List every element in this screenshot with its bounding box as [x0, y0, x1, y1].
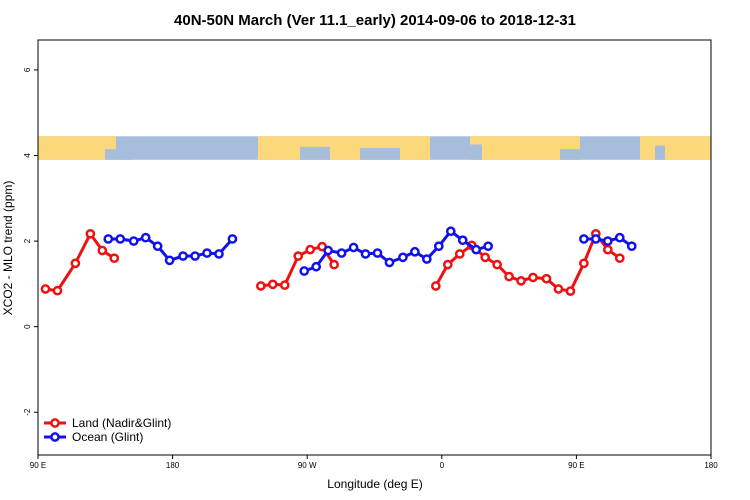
- data-point: [140, 232, 151, 243]
- map-land-1: [258, 136, 430, 160]
- data-point: [565, 286, 576, 296]
- data-point: [579, 234, 589, 244]
- y-tick-label: -2: [23, 408, 32, 416]
- data-point: [279, 280, 290, 290]
- data-point: [384, 257, 395, 268]
- x-tick-label: 90 E: [568, 461, 584, 470]
- x-tick-label: 0: [440, 461, 445, 470]
- data-point: [128, 236, 139, 246]
- data-point: [590, 234, 601, 244]
- data-point: [504, 271, 514, 282]
- data-point: [471, 244, 482, 255]
- legend-marker: [50, 418, 60, 428]
- data-point: [164, 255, 175, 266]
- data-point: [553, 284, 564, 294]
- legend-label: Land (Nadir&Glint): [72, 416, 171, 430]
- data-point: [336, 248, 347, 258]
- map-ocean-patch-1: [118, 143, 132, 160]
- data-point: [305, 244, 316, 255]
- y-axis-label: XCO2 - MLO trend (ppm): [1, 181, 15, 316]
- series-layer: [40, 226, 637, 296]
- data-point: [480, 252, 491, 263]
- data-point: [202, 248, 212, 258]
- data-point: [227, 234, 238, 244]
- data-point: [299, 266, 310, 276]
- series-1: [103, 226, 637, 276]
- data-point: [329, 259, 339, 270]
- map-land-2: [470, 136, 580, 160]
- series-0: [40, 228, 625, 296]
- data-point: [293, 251, 304, 261]
- data-point: [348, 242, 359, 253]
- data-point: [398, 252, 408, 263]
- y-tick-label: 2: [23, 238, 32, 243]
- data-point: [103, 234, 114, 244]
- data-point: [323, 245, 333, 256]
- data-point: [483, 241, 494, 252]
- data-point: [360, 249, 371, 259]
- data-point: [421, 254, 432, 264]
- data-point: [602, 236, 613, 246]
- world-map-strip: [38, 136, 711, 160]
- data-point: [454, 249, 465, 259]
- x-tick-label: 90 W: [298, 461, 317, 470]
- series-line: [303, 229, 489, 273]
- y-tick-label: 6: [23, 67, 32, 72]
- plot-frame: [37, 39, 712, 456]
- data-point: [626, 241, 637, 252]
- legend-marker: [50, 432, 60, 442]
- data-point: [528, 272, 538, 283]
- data-point: [311, 261, 322, 272]
- legend: Land (Nadir&Glint)Ocean (Glint): [44, 416, 171, 444]
- data-point: [457, 235, 468, 246]
- map-ocean-patch-5: [560, 149, 580, 160]
- data-point: [579, 258, 589, 269]
- data-point: [492, 259, 502, 270]
- y-tick-label: 0: [23, 324, 32, 329]
- data-point: [541, 273, 552, 284]
- data-point: [52, 285, 63, 296]
- x-tick-label: 90 E: [30, 461, 46, 470]
- data-point: [85, 228, 96, 239]
- x-tick-label: 180: [166, 461, 180, 470]
- data-point: [152, 241, 163, 252]
- legend-label: Ocean (Glint): [72, 430, 143, 444]
- data-point: [109, 253, 120, 264]
- data-point: [40, 284, 51, 294]
- data-point: [614, 253, 625, 264]
- data-point: [190, 251, 200, 261]
- data-point: [602, 244, 613, 255]
- data-point: [433, 241, 444, 252]
- x-axis-ticks: 90 E 180 90 W 0 90 E 180: [30, 455, 718, 470]
- data-point: [70, 258, 81, 269]
- data-point: [97, 245, 108, 256]
- data-point: [267, 279, 278, 290]
- x-axis-label: Longitude (deg E): [327, 477, 422, 491]
- data-point: [445, 226, 456, 237]
- data-point: [410, 246, 420, 257]
- data-point: [430, 281, 441, 291]
- data-point: [178, 251, 188, 261]
- data-point: [255, 281, 266, 291]
- data-point: [372, 248, 383, 258]
- map-ocean-patch-2: [300, 146, 330, 160]
- map-ocean-patch-0: [105, 149, 117, 160]
- map-ocean-patch-6: [655, 145, 665, 160]
- map-ocean-patch-3: [360, 148, 400, 160]
- y-tick-label: 4: [23, 153, 32, 158]
- map-land-0: [38, 136, 116, 160]
- data-point: [115, 234, 126, 244]
- y-axis-ticks: -2 0 2 4 6: [23, 67, 38, 416]
- map-ocean-patch-4: [470, 144, 482, 160]
- x-tick-label: 180: [704, 461, 718, 470]
- chart-title: 40N-50N March (Ver 11.1_early) 2014-09-0…: [174, 12, 576, 29]
- series-line: [434, 230, 621, 293]
- data-point: [614, 232, 625, 243]
- map-land-3: [640, 136, 711, 160]
- data-point: [516, 276, 526, 286]
- data-point: [442, 259, 453, 270]
- data-point: [214, 249, 224, 259]
